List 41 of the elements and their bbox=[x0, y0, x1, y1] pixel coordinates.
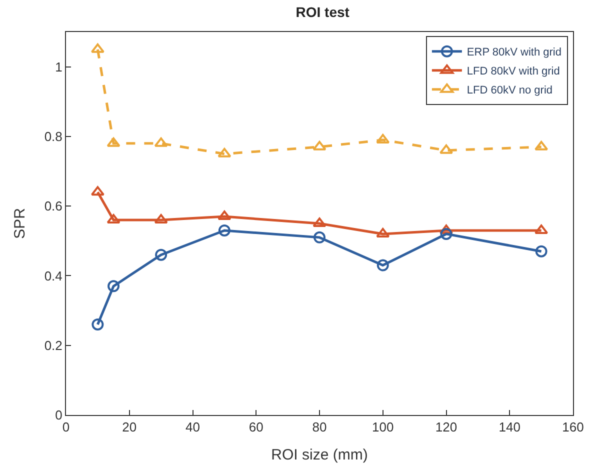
x-tick-label: 140 bbox=[498, 420, 520, 435]
legend-label: LFD 60kV no grid bbox=[466, 84, 553, 97]
y-axis-title: SPR bbox=[12, 208, 29, 239]
y-tick-label: 0.6 bbox=[44, 198, 62, 214]
point bbox=[155, 248, 168, 261]
point bbox=[376, 259, 389, 272]
point bbox=[376, 134, 390, 144]
chart-title: ROI test bbox=[296, 4, 350, 20]
point bbox=[534, 140, 548, 150]
point bbox=[314, 231, 326, 244]
y-tick-label: 0.8 bbox=[44, 129, 62, 144]
point bbox=[440, 228, 452, 240]
point bbox=[154, 214, 168, 224]
x-axis-title: ROI size (mm) bbox=[271, 446, 368, 464]
point bbox=[106, 214, 120, 224]
point bbox=[92, 318, 104, 330]
point bbox=[534, 224, 548, 234]
x-tick-label: 20 bbox=[122, 420, 137, 435]
x-tick-label: 80 bbox=[312, 420, 327, 435]
x-tick-label: 160 bbox=[562, 420, 584, 435]
point bbox=[376, 228, 390, 238]
y-tick-label: 0 bbox=[55, 408, 62, 423]
legend-label: LFD 80kV with grid bbox=[466, 66, 560, 78]
legend-label: ERP 80kV with grid bbox=[466, 46, 562, 59]
x-tick-label: 40 bbox=[186, 420, 200, 435]
point bbox=[312, 140, 326, 150]
point bbox=[90, 43, 104, 53]
point bbox=[90, 186, 104, 196]
point bbox=[218, 148, 232, 158]
point bbox=[218, 224, 230, 236]
y-tick-label: 1 bbox=[55, 59, 62, 74]
point bbox=[154, 137, 168, 147]
y-tick-label: 0.4 bbox=[44, 268, 62, 284]
x-tick-label: 100 bbox=[372, 420, 394, 435]
point bbox=[108, 280, 120, 292]
x-tick-label: 120 bbox=[435, 420, 458, 435]
point bbox=[535, 245, 548, 258]
x-tick-label: 60 bbox=[248, 420, 264, 435]
y-tick-label: 0.2 bbox=[44, 338, 62, 353]
point bbox=[218, 210, 232, 220]
point bbox=[106, 137, 120, 147]
